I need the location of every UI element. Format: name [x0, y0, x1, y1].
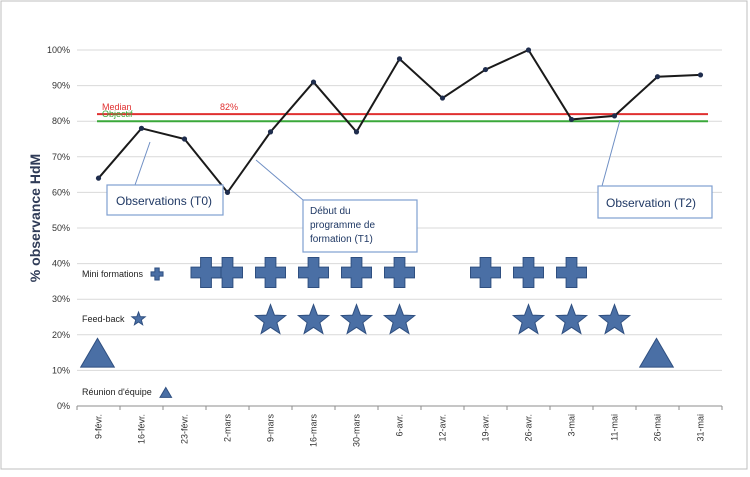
y-tick-label: 60% — [52, 187, 70, 197]
annotation-t1: Début du programme de formation (T1) — [255, 159, 418, 253]
x-tick-label: 3-mai — [567, 414, 577, 437]
mini-formation-marker — [470, 257, 501, 288]
y-tick-label: 90% — [52, 81, 70, 91]
x-tick-label: 26-mai — [653, 414, 663, 442]
y-tick-label: 0% — [57, 401, 70, 411]
data-point — [525, 47, 532, 53]
reference-line-label: Objectif — [102, 109, 133, 119]
data-point — [353, 129, 360, 135]
mini-formation-marker — [384, 257, 415, 288]
x-tick-labels: 9-févr. 16-févr. 23-févr. 2-mars 9-mars 16-ma… — [94, 414, 706, 448]
data-point — [439, 95, 446, 101]
feed-back-marker — [296, 303, 331, 335]
y-tick-label: 80% — [52, 116, 70, 126]
callout-box — [597, 185, 713, 219]
x-tick-label: 19-avr. — [481, 414, 491, 442]
x-tick-label: 9-févr. — [94, 414, 104, 439]
reference-line-value: 82% — [220, 102, 238, 112]
x-tick-label: 11-mai — [610, 414, 620, 441]
callout-text: programme de — [310, 220, 375, 231]
legend-label: Réunion d'équipe — [82, 387, 152, 397]
callout-text: formation (T1) — [310, 234, 373, 245]
legend-label: Feed-back — [82, 314, 125, 324]
data-point — [224, 189, 231, 195]
mini-formation-marker — [190, 257, 222, 288]
data-series — [95, 47, 704, 195]
x-tick-label: 16-mars — [309, 414, 319, 448]
callout-text: Observation (T2) — [606, 196, 696, 210]
feed-back-marker — [597, 303, 632, 335]
y-tick-label: 50% — [52, 223, 70, 233]
data-point — [482, 66, 489, 73]
mini-formation-marker — [341, 257, 372, 288]
data-point — [310, 79, 317, 85]
callout-pointer — [601, 119, 621, 187]
feed-back-marker — [339, 303, 374, 335]
event-markers — [79, 257, 675, 368]
x-tick-label: 6-avr. — [395, 414, 405, 437]
reference-line-label: Median — [102, 102, 132, 112]
reference-lines: Median 82% Objectif — [97, 102, 708, 123]
feed-back-marker — [382, 303, 417, 335]
y-tick-label: 10% — [52, 365, 70, 375]
legend-feed-back: Feed-back — [78, 310, 151, 328]
data-point — [697, 72, 704, 78]
data-point — [267, 129, 274, 135]
callout-box — [106, 184, 224, 216]
x-tick-label: 9-mars — [266, 414, 276, 443]
legend-background — [78, 310, 151, 328]
callout-pointer — [255, 159, 304, 201]
y-tick-label: 20% — [52, 330, 70, 340]
annotation-t0: Observations (T0) — [106, 141, 224, 216]
data-point — [138, 125, 145, 131]
annotation-t2: Observation (T2) — [597, 119, 713, 219]
x-tick-label: 23-févr. — [180, 414, 190, 444]
legend-star-icon — [130, 310, 147, 326]
legend-reunion: Réunion d'équipe — [78, 383, 178, 401]
y-tick-label: 30% — [52, 294, 70, 304]
callout-box — [302, 199, 418, 253]
x-tick-label: 31-mai — [696, 414, 706, 442]
legend-background — [78, 265, 170, 283]
callout-text: Observations (T0) — [116, 194, 212, 208]
reunion-marker — [79, 337, 116, 368]
feed-back-marker — [511, 303, 546, 335]
callout-pointer — [134, 141, 151, 186]
mini-formation-marker — [556, 257, 587, 288]
reunion-marker — [638, 337, 675, 368]
data-point — [396, 56, 403, 62]
x-tick-label: 2-mars — [223, 414, 233, 443]
callout-text: Début du — [310, 206, 351, 217]
x-tick-label: 30-mars — [352, 414, 362, 448]
x-tick-label: 12-avr. — [438, 414, 448, 442]
legend-label: Mini formations — [82, 269, 144, 279]
y-tick-label: 40% — [52, 259, 70, 269]
feed-back-marker — [554, 303, 589, 335]
annotations: Observations (T0) Début du programme de for… — [106, 119, 713, 253]
mini-formation-marker — [513, 257, 544, 288]
data-point — [181, 136, 188, 142]
x-tick-label: 26-avr. — [524, 414, 534, 442]
y-tick-label: 70% — [52, 152, 70, 162]
legend-cross-icon — [150, 267, 164, 281]
y-axis-label: % observance HdM — [27, 154, 43, 282]
data-point — [95, 175, 102, 181]
data-point — [568, 116, 575, 123]
y-tick-labels: 0% 10% 20% 30% 40% 50% 60% 70% 80% 90% 100% — [47, 45, 70, 411]
feed-back-marker — [253, 303, 288, 335]
mini-formation-marker — [255, 257, 286, 288]
x-tick-label: 16-févr. — [137, 414, 147, 444]
data-point — [654, 74, 661, 80]
legend-mini-formations: Mini formations — [78, 265, 170, 283]
legend-background — [78, 383, 178, 401]
y-tick-label: 100% — [47, 45, 70, 55]
data-point — [611, 113, 618, 119]
legend-triangle-icon — [159, 386, 173, 398]
mini-formation-marker — [298, 257, 329, 288]
marker-legends: Mini formations Feed-back Réunion d'équipe — [78, 265, 178, 401]
